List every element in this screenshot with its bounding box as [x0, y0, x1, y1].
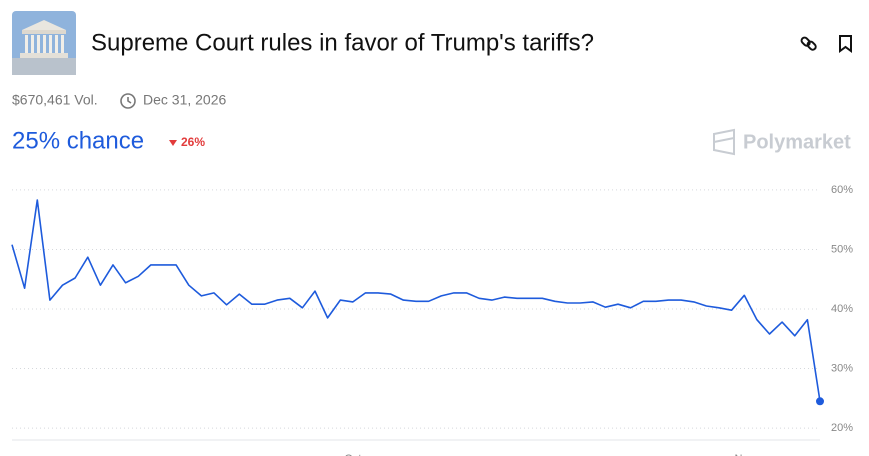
chance: 25% chance: [12, 127, 144, 154]
market-title: Supreme Court rules in favor of Trump's …: [91, 29, 594, 56]
market-image: [12, 11, 76, 75]
end-date: Dec 31, 2026: [143, 92, 226, 108]
y-tick-label: 40%: [831, 303, 853, 315]
change: 26%: [181, 135, 205, 149]
clock-icon: [120, 93, 136, 109]
x-tick-label: Oct: [344, 453, 361, 456]
y-tick-label: 50%: [831, 243, 853, 255]
brand: Polymarket: [743, 131, 851, 153]
volume: $670,461 Vol.: [12, 92, 98, 108]
bookmark-icon[interactable]: [839, 35, 852, 53]
link-icon[interactable]: [800, 36, 817, 51]
x-tick-label: Nov: [734, 453, 754, 456]
brand-logo: [713, 128, 735, 156]
y-tick-label: 30%: [831, 362, 853, 374]
y-tick-label: 20%: [831, 422, 853, 434]
last-point: [816, 397, 824, 406]
plot: 20% 30% 40% 50% 60% Oct Nov: [11, 184, 853, 456]
y-tick-label: 60%: [831, 184, 853, 196]
down-arrow: [169, 140, 177, 146]
price-line: [11, 199, 821, 402]
